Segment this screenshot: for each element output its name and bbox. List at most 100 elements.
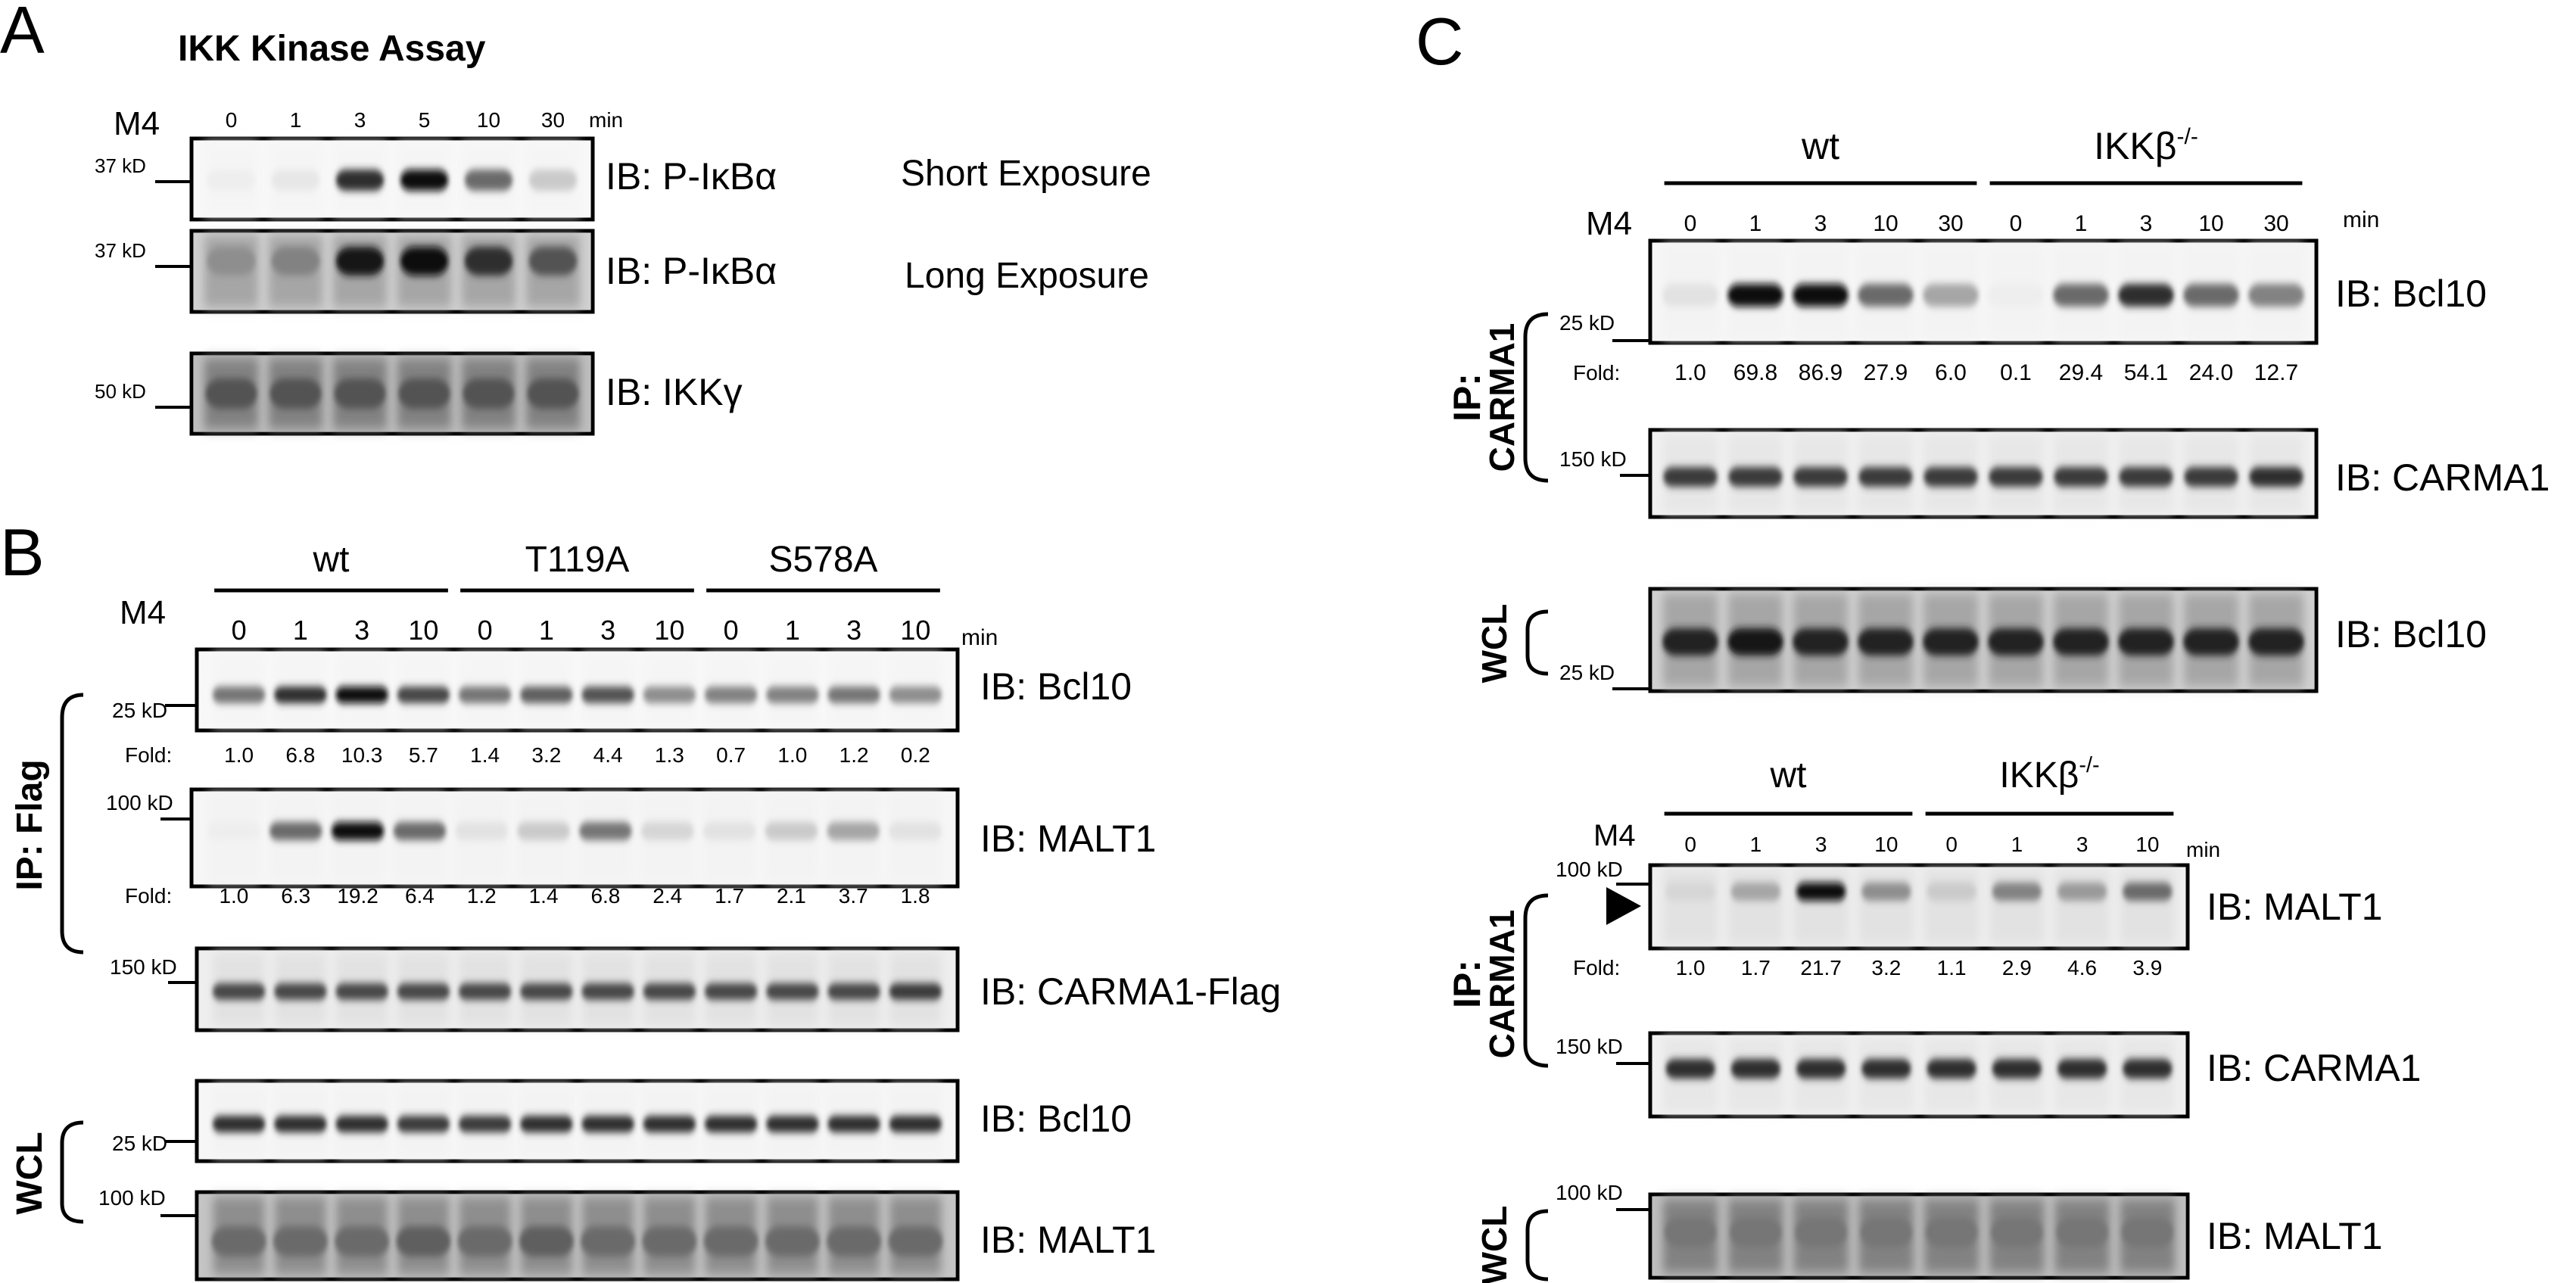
band: [1728, 467, 1783, 487]
time-label: 0: [226, 108, 238, 132]
band: [2053, 628, 2109, 656]
band-group: [1652, 591, 2314, 689]
band: [2184, 467, 2238, 487]
fold-label: Fold:: [125, 884, 172, 908]
fold-value: 6.3: [281, 884, 310, 908]
group-label: wt: [313, 540, 350, 580]
band: [2118, 284, 2174, 307]
panel-a-blot-3: 50 kD IB: IKKγ: [95, 351, 743, 436]
blot-label: IB: Bcl10: [980, 665, 1132, 708]
band: [827, 983, 881, 1000]
mw-marker: 37 kD: [95, 154, 146, 177]
lane-smear: [1989, 870, 2045, 944]
blot-background: [194, 233, 590, 310]
band: [1988, 628, 2044, 656]
lane-smear: [2054, 870, 2110, 944]
band: [400, 247, 449, 276]
wcl-label: WCL: [10, 1132, 50, 1214]
band: [464, 247, 513, 276]
fold-value: 3.9: [2132, 956, 2162, 979]
band: [1927, 1059, 1977, 1079]
band: [827, 687, 881, 703]
band: [1988, 284, 2044, 307]
band: [1730, 1059, 1781, 1079]
mw-marker: 25 kD: [112, 699, 167, 722]
mw-marker: 100 kD: [1556, 858, 1623, 881]
band: [581, 983, 635, 1000]
time-label: 0: [724, 615, 739, 646]
fold-values: 1.0 6.8 10.3 5.7 1.4 3.2 4.4 1.3 0.7 1.0 1.2 0.2: [224, 743, 930, 767]
panel-b-group-headers: wt T119A S578A: [214, 540, 940, 593]
panel-b-blot-carma1-flag: 150 kD IB: CARMA1-Flag: [110, 946, 1281, 1032]
fold-value: 24.0: [2189, 360, 2233, 385]
band: [1860, 1217, 1912, 1247]
mw-marker: 150 kD: [110, 955, 177, 979]
fold-label: Fold:: [1573, 956, 1620, 979]
time-label: 30: [541, 108, 565, 132]
panel-c-blot-bcl10: 25 kD IB: Bcl10 Fold: 1.0 69.8 86.9 27.9 6.0…: [1559, 238, 2487, 385]
band: [2057, 883, 2107, 901]
band: [1665, 1059, 1716, 1079]
band-group: [1652, 432, 2314, 515]
panel-b-blot-bcl10: 25 kD IB: Bcl10 Fold: 1.0 6.8 10.3 5.7 1.4 3.…: [112, 647, 1132, 767]
band: [1727, 284, 1783, 307]
panel-a-title: IKK Kinase Assay: [178, 29, 486, 69]
band-group: [194, 356, 590, 431]
lane-smear: [1858, 870, 1914, 944]
band-group: [199, 1083, 955, 1159]
band-group: [1652, 243, 2314, 341]
band: [1730, 1217, 1782, 1247]
band: [2248, 284, 2304, 307]
ip-label-bottom: IP:: [1446, 960, 1488, 1008]
fold-value: 12.7: [2254, 360, 2298, 385]
band: [457, 1226, 512, 1257]
band: [581, 1226, 636, 1257]
mw-marker: 25 kD: [112, 1132, 167, 1155]
wcl-bracket: [60, 1120, 84, 1224]
time-label: 0: [2010, 211, 2023, 236]
panel-b-blot-malt1: 100 kD IB: MALT1 Fold: 1.0 6.3 19.2 6.4 1.2 1…: [106, 787, 1156, 908]
band: [2118, 628, 2174, 656]
band: [1992, 883, 2042, 901]
time-label: 3: [354, 108, 366, 132]
band: [1730, 883, 1781, 901]
time-label: 0: [478, 615, 493, 646]
time-label: 3: [354, 615, 369, 646]
band: [1793, 628, 1849, 656]
band-group: [1652, 1197, 2185, 1275]
band: [271, 247, 320, 276]
band: [335, 983, 389, 1000]
time-label: 3: [846, 615, 861, 646]
ip-label: IP: Flag: [10, 759, 50, 890]
time-label: 1: [539, 615, 554, 646]
band: [458, 1116, 512, 1132]
band: [334, 378, 386, 409]
band: [1861, 883, 1911, 901]
fold-value: 1.0: [224, 743, 254, 767]
group-label: wt: [1801, 125, 1839, 167]
band: [1991, 1217, 2043, 1247]
fold-value: 1.2: [467, 884, 497, 908]
exposure-note: Short Exposure: [901, 154, 1151, 194]
time-label: 1: [2075, 211, 2088, 236]
blot-label: IB: CARMA1-Flag: [980, 970, 1281, 1013]
band: [2053, 284, 2109, 307]
panel-c-top-group-headers: wt IKKβ-/-: [1664, 124, 2303, 185]
band: [827, 1116, 881, 1132]
time-label: 0: [1684, 211, 1697, 236]
band: [889, 1116, 942, 1132]
band: [765, 687, 819, 703]
mw-marker: 150 kD: [1556, 1035, 1623, 1058]
time-label: 3: [2140, 211, 2153, 236]
band: [1662, 628, 1718, 656]
time-label: 0: [1945, 833, 1958, 856]
time-label: 30: [2263, 211, 2288, 236]
band: [765, 1226, 820, 1257]
exposure-note: Long Exposure: [905, 256, 1149, 296]
band: [642, 1226, 697, 1257]
fold-value: 4.4: [593, 743, 623, 767]
band: [1793, 284, 1849, 307]
wcl-label-top: WCL: [1475, 604, 1514, 684]
fold-value: 6.4: [405, 884, 435, 908]
fold-value: 3.2: [531, 743, 561, 767]
